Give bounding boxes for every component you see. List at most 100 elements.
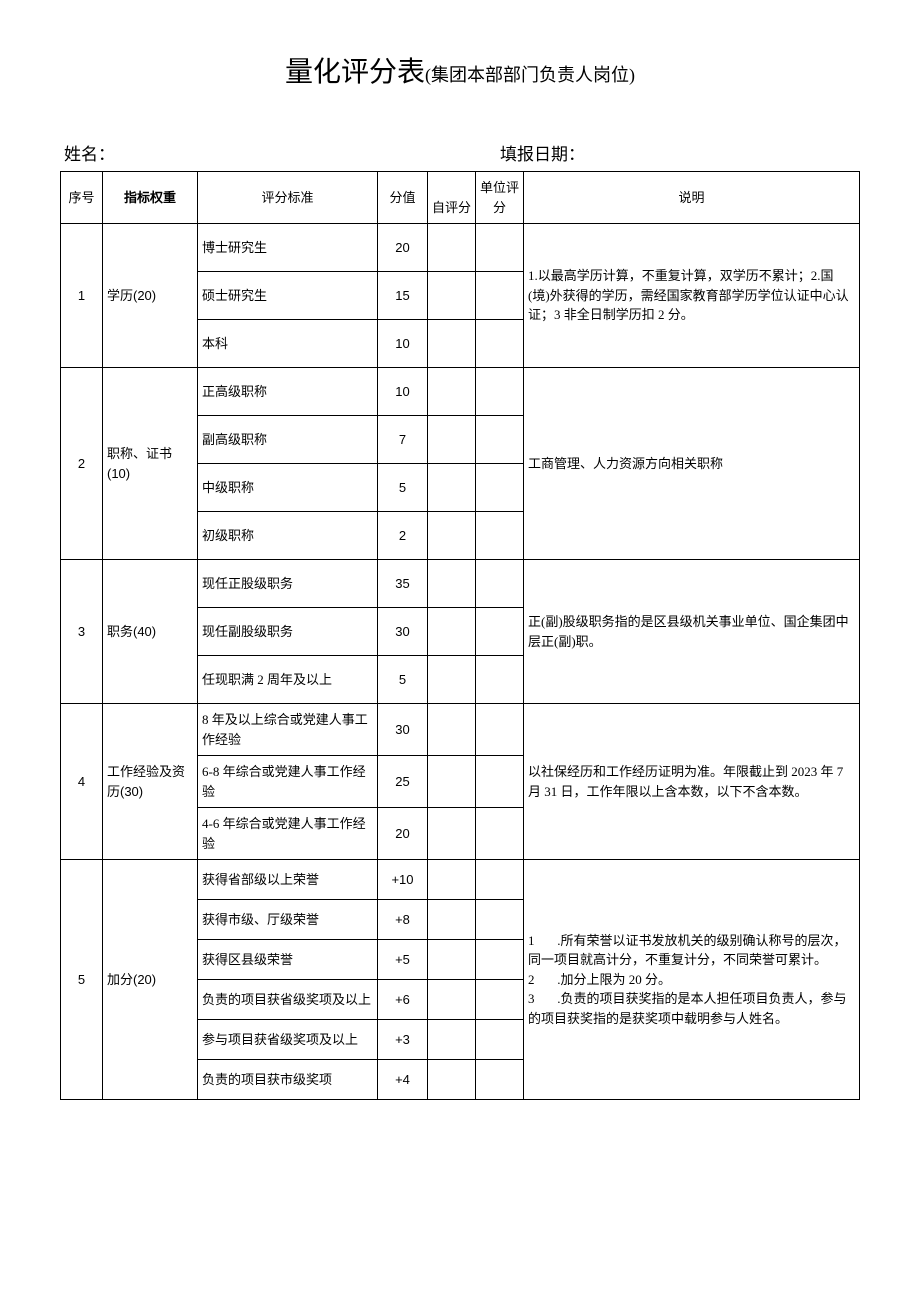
cell-unit [476, 900, 524, 940]
header-unit: 单位评分 [476, 172, 524, 224]
cell-self [428, 900, 476, 940]
cell-unit [476, 224, 524, 272]
cell-unit [476, 464, 524, 512]
table-row: 3职务(40)现任正股级职务35正(副)股级职务指的是区县级机关事业单位、国企集… [61, 560, 860, 608]
cell-unit [476, 416, 524, 464]
cell-self [428, 368, 476, 416]
cell-criteria: 参与项目获省级奖项及以上 [198, 1020, 378, 1060]
cell-score: +5 [378, 940, 428, 980]
cell-unit [476, 512, 524, 560]
cell-criteria: 博士研究生 [198, 224, 378, 272]
cell-self [428, 416, 476, 464]
title-main: 量化评分表 [285, 57, 425, 88]
scoring-table: 序号 指标权重 评分标准 分值 自评分 单位评分 说明 1学历(20)博士研究生… [60, 171, 860, 1100]
cell-self [428, 704, 476, 756]
cell-desc: 1.以最高学历计算，不重复计算，双学历不累计；2.国(境)外获得的学历，需经国家… [524, 224, 860, 368]
meta-row: 姓名： 填报日期： [60, 140, 860, 165]
cell-criteria: 任现职满 2 周年及以上 [198, 656, 378, 704]
cell-self [428, 656, 476, 704]
cell-self [428, 464, 476, 512]
cell-criteria: 本科 [198, 320, 378, 368]
cell-self [428, 860, 476, 900]
cell-criteria: 负责的项目获省级奖项及以上 [198, 980, 378, 1020]
cell-criteria: 现任正股级职务 [198, 560, 378, 608]
cell-score: 10 [378, 368, 428, 416]
cell-desc: 1 .所有荣誉以证书发放机关的级别确认称号的层次，同一项目就高计分，不重复计分，… [524, 860, 860, 1100]
cell-weight: 学历(20) [103, 224, 198, 368]
cell-self [428, 608, 476, 656]
cell-unit [476, 980, 524, 1020]
cell-self [428, 224, 476, 272]
cell-criteria: 初级职称 [198, 512, 378, 560]
cell-score: +8 [378, 900, 428, 940]
cell-criteria: 现任副股级职务 [198, 608, 378, 656]
cell-unit [476, 656, 524, 704]
cell-score: 5 [378, 464, 428, 512]
cell-desc: 工商管理、人力资源方向相关职称 [524, 368, 860, 560]
cell-weight: 职务(40) [103, 560, 198, 704]
cell-criteria: 获得区县级荣誉 [198, 940, 378, 980]
cell-criteria: 8 年及以上综合或党建人事工作经验 [198, 704, 378, 756]
cell-self [428, 272, 476, 320]
cell-unit [476, 860, 524, 900]
cell-seq: 2 [61, 368, 103, 560]
cell-criteria: 获得省部级以上荣誉 [198, 860, 378, 900]
cell-unit [476, 1060, 524, 1100]
cell-self [428, 980, 476, 1020]
cell-score: 7 [378, 416, 428, 464]
cell-self [428, 1060, 476, 1100]
table-body: 1学历(20)博士研究生201.以最高学历计算，不重复计算，双学历不累计；2.国… [61, 224, 860, 1100]
cell-score: 30 [378, 608, 428, 656]
cell-seq: 3 [61, 560, 103, 704]
cell-score: 30 [378, 704, 428, 756]
table-row: 4工作经验及资历(30)8 年及以上综合或党建人事工作经验30以社保经历和工作经… [61, 704, 860, 756]
table-row: 2职称、证书(10)正高级职称10工商管理、人力资源方向相关职称 [61, 368, 860, 416]
cell-self [428, 320, 476, 368]
cell-score: 35 [378, 560, 428, 608]
cell-desc: 以社保经历和工作经历证明为准。年限截止到 2023 年 7 月 31 日，工作年… [524, 704, 860, 860]
cell-score: 15 [378, 272, 428, 320]
cell-unit [476, 704, 524, 756]
cell-desc: 正(副)股级职务指的是区县级机关事业单位、国企集团中层正(副)职。 [524, 560, 860, 704]
cell-score: +4 [378, 1060, 428, 1100]
cell-unit [476, 808, 524, 860]
title-sub: (集团本部部门负责人岗位) [425, 65, 635, 85]
cell-unit [476, 1020, 524, 1060]
cell-weight: 加分(20) [103, 860, 198, 1100]
cell-self [428, 1020, 476, 1060]
cell-self [428, 512, 476, 560]
header-criteria: 评分标准 [198, 172, 378, 224]
cell-unit [476, 368, 524, 416]
cell-weight: 职称、证书(10) [103, 368, 198, 560]
page-title: 量化评分表(集团本部部门负责人岗位) [60, 50, 860, 90]
cell-score: 20 [378, 808, 428, 860]
cell-unit [476, 608, 524, 656]
table-header-row: 序号 指标权重 评分标准 分值 自评分 单位评分 说明 [61, 172, 860, 224]
header-desc: 说明 [524, 172, 860, 224]
cell-criteria: 获得市级、厅级荣誉 [198, 900, 378, 940]
cell-criteria: 负责的项目获市级奖项 [198, 1060, 378, 1100]
header-score: 分值 [378, 172, 428, 224]
cell-score: 10 [378, 320, 428, 368]
cell-unit [476, 272, 524, 320]
table-row: 5加分(20)获得省部级以上荣誉+101 .所有荣誉以证书发放机关的级别确认称号… [61, 860, 860, 900]
cell-criteria: 正高级职称 [198, 368, 378, 416]
cell-score: 25 [378, 756, 428, 808]
cell-criteria: 副高级职称 [198, 416, 378, 464]
cell-self [428, 756, 476, 808]
cell-self [428, 940, 476, 980]
cell-criteria: 中级职称 [198, 464, 378, 512]
header-seq: 序号 [61, 172, 103, 224]
cell-unit [476, 756, 524, 808]
cell-unit [476, 320, 524, 368]
header-self: 自评分 [428, 172, 476, 224]
cell-seq: 1 [61, 224, 103, 368]
name-label: 姓名： [64, 145, 115, 164]
cell-score: 5 [378, 656, 428, 704]
cell-unit [476, 940, 524, 980]
cell-self [428, 808, 476, 860]
table-row: 1学历(20)博士研究生201.以最高学历计算，不重复计算，双学历不累计；2.国… [61, 224, 860, 272]
date-label: 填报日期： [500, 145, 585, 164]
cell-score: +6 [378, 980, 428, 1020]
cell-score: 20 [378, 224, 428, 272]
